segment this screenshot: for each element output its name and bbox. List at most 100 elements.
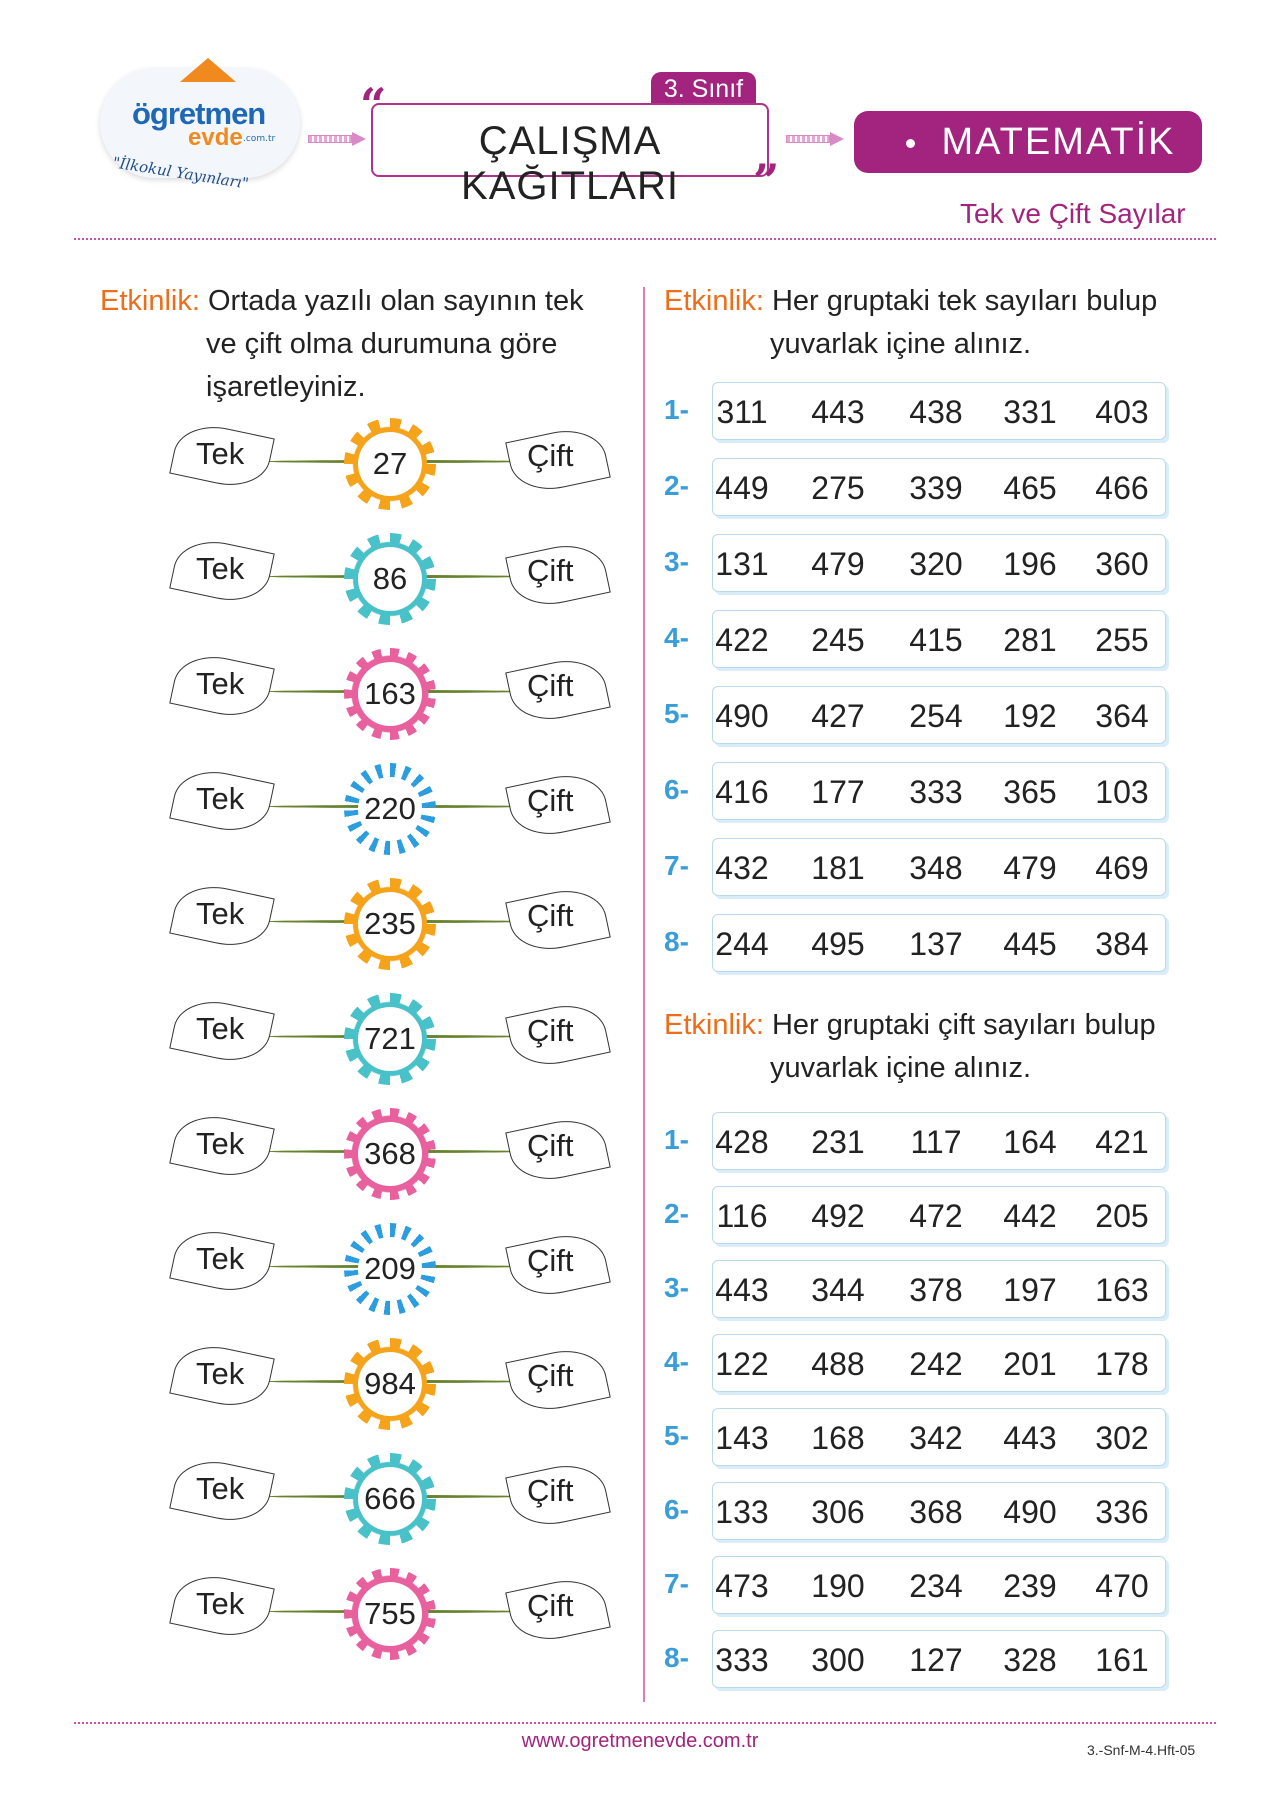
group-number[interactable]: 254: [909, 698, 963, 734]
group-number[interactable]: 472: [909, 1198, 963, 1234]
group-number[interactable]: 137: [909, 926, 963, 962]
group-number[interactable]: 131: [715, 546, 769, 582]
flower-icon: 368: [344, 1108, 436, 1200]
instruction-line: yuvarlak içine alınız.: [770, 1052, 1032, 1084]
number-group-row: 7- 473 190 234 239 470: [662, 1556, 1172, 1618]
group-number[interactable]: 181: [811, 850, 865, 886]
number-item-row: Tek Çift 666: [169, 1453, 611, 1545]
group-number[interactable]: 466: [1095, 470, 1149, 506]
group-number[interactable]: 445: [1003, 926, 1057, 962]
group-number[interactable]: 416: [715, 774, 769, 810]
group-number[interactable]: 281: [1003, 622, 1057, 658]
group-number[interactable]: 239: [1003, 1568, 1057, 1604]
group-number[interactable]: 127: [909, 1642, 963, 1678]
group-number[interactable]: 364: [1095, 698, 1149, 734]
group-number[interactable]: 336: [1095, 1494, 1149, 1530]
group-number[interactable]: 344: [811, 1272, 865, 1308]
group-number[interactable]: 470: [1095, 1568, 1149, 1604]
group-number[interactable]: 415: [909, 622, 963, 658]
group-number[interactable]: 492: [811, 1198, 865, 1234]
group-number[interactable]: 495: [811, 926, 865, 962]
group-number[interactable]: 473: [715, 1568, 769, 1604]
group-number[interactable]: 342: [909, 1420, 963, 1456]
group-number[interactable]: 333: [909, 774, 963, 810]
group-number[interactable]: 300: [811, 1642, 865, 1678]
number-group-box: [712, 686, 1166, 744]
group-number[interactable]: 103: [1095, 774, 1149, 810]
group-number[interactable]: 306: [811, 1494, 865, 1530]
column-divider: [643, 287, 645, 1702]
instruction-line: yuvarlak içine alınız.: [770, 328, 1032, 360]
cift-label: Çift: [527, 1128, 574, 1163]
group-number[interactable]: 479: [811, 546, 865, 582]
group-number[interactable]: 320: [909, 546, 963, 582]
flower-number: 220: [358, 777, 422, 841]
number-group-row: 2- 116 492 472 442 205: [662, 1186, 1172, 1248]
group-number[interactable]: 255: [1095, 622, 1149, 658]
group-number[interactable]: 443: [715, 1272, 769, 1308]
group-number[interactable]: 196: [1003, 546, 1057, 582]
group-number[interactable]: 442: [1003, 1198, 1057, 1234]
group-number[interactable]: 192: [1003, 698, 1057, 734]
group-number[interactable]: 311: [716, 394, 768, 430]
group-number[interactable]: 428: [715, 1124, 769, 1160]
group-number[interactable]: 333: [715, 1642, 769, 1678]
group-number[interactable]: 479: [1003, 850, 1057, 886]
group-number[interactable]: 116: [716, 1198, 768, 1234]
group-number[interactable]: 143: [715, 1420, 769, 1456]
group-number[interactable]: 469: [1095, 850, 1149, 886]
bullet-icon: [906, 139, 916, 149]
row-index: 6-: [664, 1494, 689, 1525]
flower-icon: 163: [344, 648, 436, 740]
group-number[interactable]: 348: [909, 850, 963, 886]
group-number[interactable]: 201: [1003, 1346, 1057, 1382]
group-number[interactable]: 117: [910, 1124, 962, 1160]
group-number[interactable]: 331: [1003, 394, 1057, 430]
group-number[interactable]: 403: [1095, 394, 1149, 430]
group-number[interactable]: 384: [1095, 926, 1149, 962]
group-number[interactable]: 161: [1095, 1642, 1149, 1678]
group-number[interactable]: 432: [715, 850, 769, 886]
number-group-box: [712, 458, 1166, 516]
group-number[interactable]: 231: [811, 1124, 865, 1160]
group-number[interactable]: 197: [1003, 1272, 1057, 1308]
instruction-line: ve çift olma durumuna göre: [206, 328, 558, 360]
group-number[interactable]: 302: [1095, 1420, 1149, 1456]
arrow-right-icon: [308, 132, 366, 146]
instruction-line: işaretleyiniz.: [206, 371, 366, 403]
group-number[interactable]: 438: [909, 394, 963, 430]
group-number[interactable]: 163: [1095, 1272, 1149, 1308]
subject-label: MATEMATİK: [941, 121, 1176, 163]
group-number[interactable]: 178: [1095, 1346, 1149, 1382]
group-number[interactable]: 360: [1095, 546, 1149, 582]
footer-url[interactable]: www.ogretmenevde.com.tr: [521, 1730, 759, 1752]
group-number[interactable]: 378: [909, 1272, 963, 1308]
group-number[interactable]: 245: [811, 622, 865, 658]
group-number[interactable]: 205: [1095, 1198, 1149, 1234]
group-number[interactable]: 242: [909, 1346, 963, 1382]
group-number[interactable]: 168: [811, 1420, 865, 1456]
group-number[interactable]: 164: [1003, 1124, 1057, 1160]
group-number[interactable]: 427: [811, 698, 865, 734]
group-number[interactable]: 488: [811, 1346, 865, 1382]
group-number[interactable]: 443: [1003, 1420, 1057, 1456]
group-number[interactable]: 328: [1003, 1642, 1057, 1678]
group-number[interactable]: 177: [811, 774, 865, 810]
group-number[interactable]: 122: [715, 1346, 769, 1382]
group-number[interactable]: 449: [715, 470, 769, 506]
group-number[interactable]: 465: [1003, 470, 1057, 506]
group-number[interactable]: 421: [1095, 1124, 1149, 1160]
group-number[interactable]: 339: [909, 470, 963, 506]
group-number[interactable]: 368: [909, 1494, 963, 1530]
group-number[interactable]: 490: [1003, 1494, 1057, 1530]
group-number[interactable]: 422: [715, 622, 769, 658]
group-number[interactable]: 234: [909, 1568, 963, 1604]
group-number[interactable]: 133: [715, 1494, 769, 1530]
flower-number: 368: [358, 1122, 422, 1186]
group-number[interactable]: 190: [811, 1568, 865, 1604]
group-number[interactable]: 490: [715, 698, 769, 734]
group-number[interactable]: 443: [811, 394, 865, 430]
group-number[interactable]: 244: [715, 926, 769, 962]
group-number[interactable]: 275: [811, 470, 865, 506]
group-number[interactable]: 365: [1003, 774, 1057, 810]
